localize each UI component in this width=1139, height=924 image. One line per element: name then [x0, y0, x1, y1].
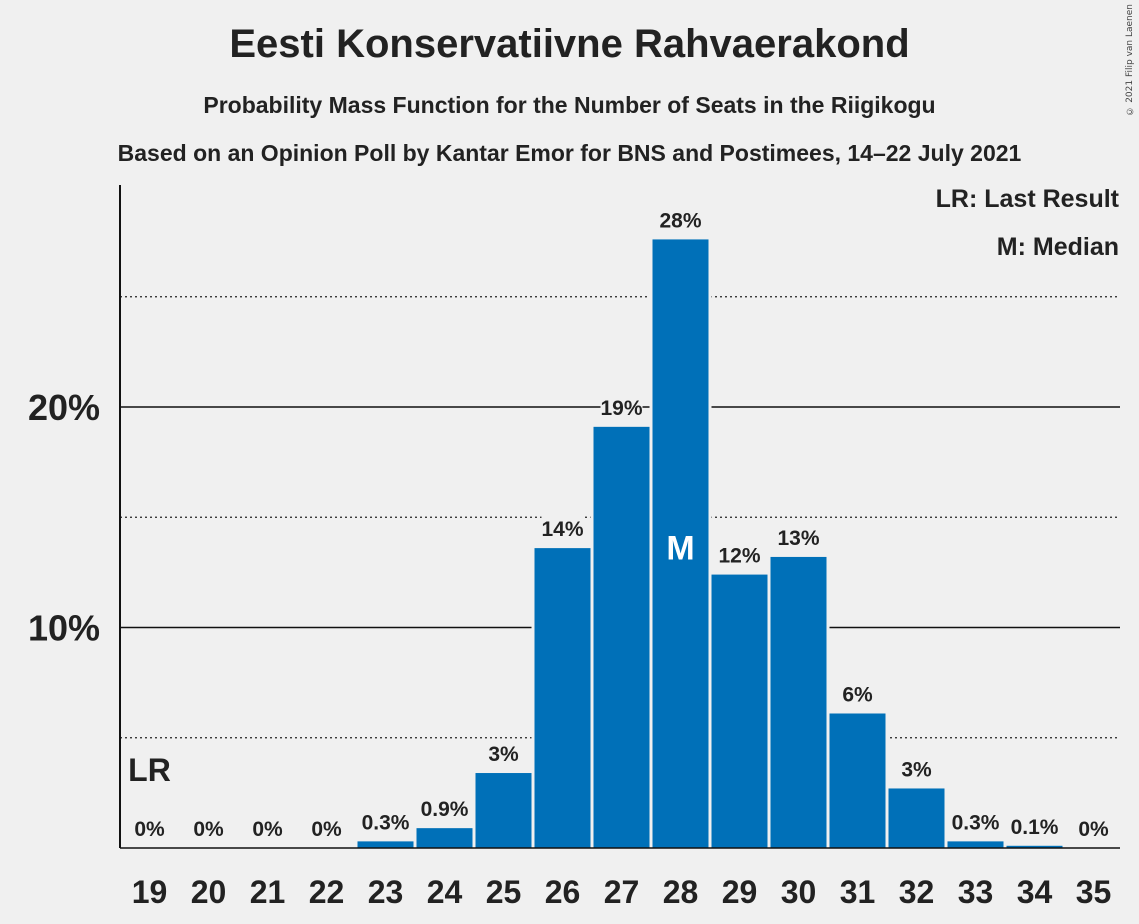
data-label-bg — [358, 809, 413, 836]
data-label-bg — [948, 809, 1003, 836]
last-result-marker: LR — [128, 752, 171, 788]
data-label-bg — [134, 816, 165, 842]
data-label-34: 0.1% — [1011, 816, 1059, 839]
data-label-bg — [252, 816, 283, 842]
data-label-35: 0% — [1078, 818, 1109, 841]
data-label-bg — [311, 816, 342, 842]
x-tick-label-21: 21 — [250, 874, 286, 910]
data-label-bg — [488, 741, 519, 768]
data-label-bg — [842, 681, 873, 708]
x-tick-label-31: 31 — [840, 874, 876, 910]
data-label-19: 0% — [134, 818, 165, 841]
data-label-bg — [193, 816, 224, 842]
chart-title: Eesti Konservatiivne Rahvaerakond — [229, 22, 910, 66]
bar-34 — [1006, 845, 1063, 848]
x-tick-label-20: 20 — [191, 874, 227, 910]
data-label-bg — [1007, 813, 1062, 840]
data-label-27: 19% — [600, 397, 642, 420]
bar-halo — [1003, 842, 1066, 848]
bar-23 — [357, 841, 414, 848]
data-label-20: 0% — [193, 818, 224, 841]
data-label-24: 0.9% — [421, 798, 469, 821]
legend-last-result: LR: Last Result — [935, 185, 1119, 213]
x-tick-label-28: 28 — [663, 874, 699, 910]
data-label-bg — [1078, 816, 1109, 842]
x-tick-label-25: 25 — [486, 874, 522, 910]
x-tick-label-24: 24 — [427, 874, 463, 910]
data-label-29: 12% — [718, 545, 760, 568]
x-tick-label-22: 22 — [309, 874, 345, 910]
bar-28 — [652, 239, 709, 849]
y-tick-label: 10% — [28, 608, 100, 649]
x-tick-label-29: 29 — [722, 874, 758, 910]
data-label-21: 0% — [252, 818, 283, 841]
bar-24 — [416, 828, 473, 848]
x-tick-label-26: 26 — [545, 874, 581, 910]
bar-33 — [947, 841, 1004, 848]
data-label-bg — [777, 524, 820, 551]
bar-26 — [534, 548, 591, 848]
x-tick-label-23: 23 — [368, 874, 404, 910]
data-label-28: 28% — [659, 209, 701, 232]
x-tick-label-30: 30 — [781, 874, 817, 910]
bar-30 — [770, 556, 827, 848]
data-label-bg — [541, 516, 584, 543]
x-tick-label-19: 19 — [132, 874, 168, 910]
bar-31 — [829, 713, 886, 848]
data-label-bg — [659, 207, 702, 234]
bar-25 — [475, 773, 532, 848]
data-label-23: 0.3% — [362, 811, 410, 834]
data-label-bg — [901, 756, 932, 783]
data-label-32: 3% — [901, 758, 932, 781]
data-label-31: 6% — [842, 683, 873, 706]
bar-32 — [888, 788, 945, 848]
x-tick-label-35: 35 — [1076, 874, 1112, 910]
median-marker: M — [666, 529, 694, 567]
legend-median: M: Median — [996, 233, 1119, 261]
data-label-33: 0.3% — [952, 811, 1000, 834]
data-label-bg — [417, 796, 472, 823]
bar-29 — [711, 574, 768, 848]
bar-27 — [593, 426, 650, 848]
chart-subtitle: Probability Mass Function for the Number… — [203, 92, 936, 118]
data-label-22: 0% — [311, 818, 342, 841]
data-label-bg — [600, 394, 643, 421]
y-tick-label: 20% — [28, 387, 100, 428]
x-tick-label-33: 33 — [958, 874, 994, 910]
x-tick-label-34: 34 — [1017, 874, 1053, 910]
data-label-30: 13% — [777, 527, 819, 550]
data-label-25: 3% — [488, 743, 519, 766]
data-label-bg — [718, 542, 761, 569]
chart-source-note: Based on an Opinion Poll by Kantar Emor … — [117, 140, 1022, 166]
x-tick-label-32: 32 — [899, 874, 935, 910]
x-tick-label-27: 27 — [604, 874, 640, 910]
data-label-26: 14% — [541, 518, 583, 541]
